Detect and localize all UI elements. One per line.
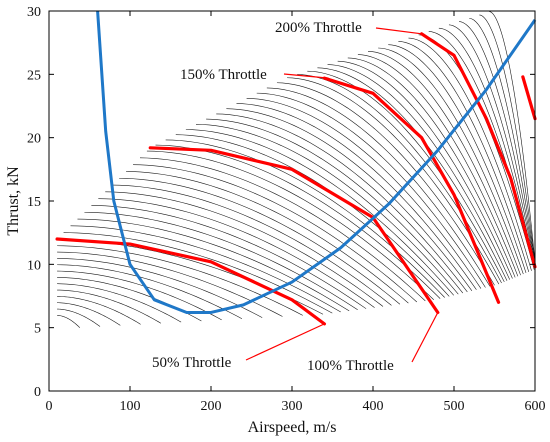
family-curve-2: [57, 308, 101, 327]
family-curve-51: [398, 41, 530, 272]
annotation-label-2: 150% Throttle: [180, 67, 267, 83]
family-curve-29: [175, 134, 450, 297]
family-curve-15: [70, 225, 341, 313]
x-tick-label-300: 300: [282, 399, 303, 414]
throttle-curve-225: [521, 75, 537, 121]
y-tick-label-15: 15: [27, 195, 41, 210]
family-curve-24: [133, 164, 418, 303]
annotation-leader-3: [245, 323, 325, 361]
family-curve-1: [57, 315, 80, 328]
throttle-curve-100: [148, 146, 440, 315]
family-curve-21: [112, 184, 392, 306]
family-curve-9: [57, 264, 243, 320]
family-curve-50: [388, 44, 527, 274]
family-curve-45: [337, 60, 513, 279]
family-curve-42: [307, 70, 505, 283]
family-curve-59: [479, 14, 536, 263]
family-curve-37: [256, 92, 486, 288]
family-curve-30: [185, 129, 454, 296]
family-curve-22: [119, 177, 401, 305]
family-curve-18: [91, 205, 367, 309]
throttle-curve-50: [55, 237, 326, 326]
family-curve-38: [266, 87, 491, 287]
family-curve-34: [226, 108, 473, 292]
annotation-layer: 200% Throttle 150% Throttle 50% Throttle 10…: [152, 20, 439, 374]
family-curve-46: [347, 57, 516, 278]
family-curve-19: [98, 198, 375, 308]
drag-curve: [96, 10, 537, 314]
y-axis-label: Thrust, kN: [5, 166, 22, 236]
throttle-family-curves: [57, 11, 536, 328]
family-curve-32: [206, 118, 464, 294]
annotation-leader-2: [283, 73, 329, 79]
throttle-curve-200: [420, 32, 537, 269]
y-tick-label-10: 10: [27, 258, 41, 273]
y-tick-label-30: 30: [27, 5, 41, 20]
family-curve-16: [77, 218, 350, 312]
family-curve-3: [57, 302, 121, 326]
family-curve-23: [126, 171, 409, 304]
x-axis-label: Airspeed, m/s: [248, 419, 337, 436]
x-tick-label-100: 100: [120, 399, 141, 414]
family-curve-17: [84, 211, 358, 311]
family-curve-5: [57, 289, 162, 324]
throttle-curve-150: [322, 76, 501, 304]
family-curve-47: [357, 54, 519, 277]
y-tick-label-5: 5: [34, 322, 41, 337]
family-curve-56: [448, 24, 536, 267]
family-curve-25: [139, 157, 426, 302]
family-curve-57: [459, 21, 536, 266]
drag-curve-layer: [96, 10, 537, 314]
x-tick-label-200: 200: [201, 399, 222, 414]
family-curve-54: [428, 31, 536, 269]
x-tick-label-0: 0: [46, 399, 53, 414]
x-tick-label-500: 500: [444, 399, 465, 414]
family-curve-52: [408, 37, 532, 271]
annotation-label-1: 200% Throttle: [275, 20, 362, 36]
family-curve-55: [438, 27, 536, 268]
family-curve-11: [57, 251, 283, 317]
family-curve-39: [276, 82, 495, 286]
family-curve-35: [236, 103, 477, 290]
annotation-label-4: 100% Throttle: [307, 358, 394, 374]
annotation-label-3: 50% Throttle: [152, 355, 232, 371]
family-curve-14: [63, 232, 333, 314]
family-curve-6: [57, 283, 182, 323]
y-tick-label-25: 25: [27, 68, 41, 83]
family-curve-36: [246, 98, 482, 289]
family-curve-20: [105, 191, 384, 307]
highlighted-throttle-curves: [55, 32, 537, 326]
family-curve-40: [287, 77, 500, 285]
family-curve-31: [196, 124, 459, 295]
axis-ticks: 0 100 200 300 400 500 600 0 5 10 15 20 25 30: [27, 5, 546, 414]
y-tick-label-0: 0: [34, 385, 41, 400]
family-curve-26: [146, 150, 434, 300]
family-curve-33: [216, 113, 468, 293]
family-curve-48: [368, 51, 521, 276]
family-curve-60: [489, 11, 536, 262]
annotation-leader-4: [411, 312, 439, 363]
annotation-leader-1: [375, 27, 422, 35]
family-curve-43: [317, 67, 508, 281]
family-curve-27: [155, 144, 441, 299]
family-curve-58: [469, 17, 536, 265]
family-curve-10: [57, 258, 263, 318]
family-curve-4: [57, 296, 141, 325]
family-curve-44: [327, 64, 511, 280]
x-tick-label-600: 600: [525, 399, 546, 414]
family-curve-49: [378, 47, 524, 275]
family-curve-8: [57, 270, 222, 321]
x-tick-label-400: 400: [363, 399, 384, 414]
y-tick-label-20: 20: [27, 132, 41, 147]
